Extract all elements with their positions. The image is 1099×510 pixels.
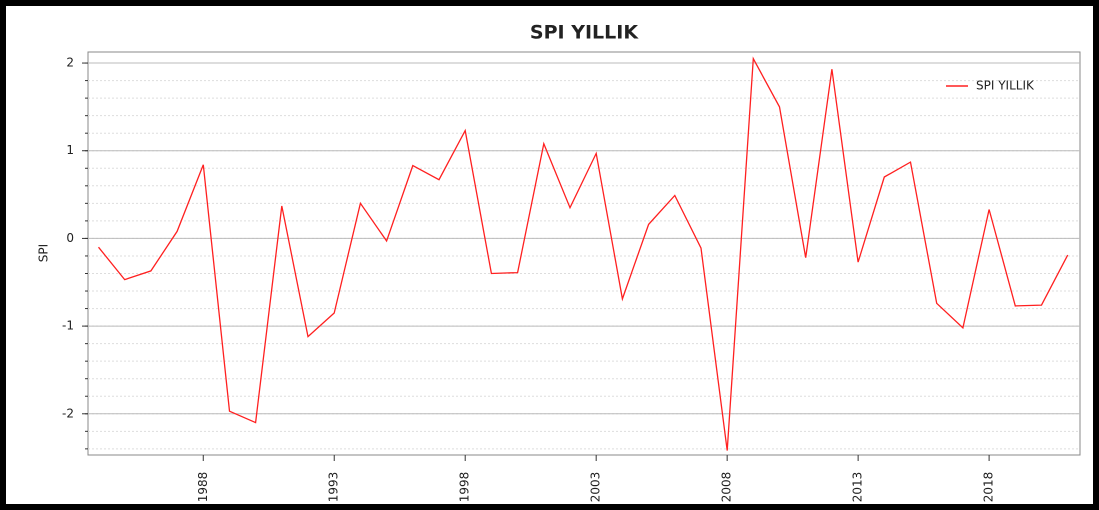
- y-tick-label: 2: [66, 56, 74, 70]
- x-tick-label: 1993: [327, 472, 341, 503]
- x-tick-label: 1988: [196, 472, 210, 503]
- y-axis-label: SPI: [37, 244, 51, 262]
- x-tick-label: 2018: [982, 472, 996, 503]
- y-tick-label: -2: [62, 406, 74, 420]
- y-tick-label: 1: [66, 143, 74, 157]
- y-tick-label: 0: [66, 231, 74, 245]
- data-line: [97, 56, 1069, 451]
- chart-title: SPI YILLIK: [530, 22, 639, 44]
- x-tick-label: 2013: [851, 472, 865, 503]
- legend-label: SPI YILLIK: [976, 79, 1035, 93]
- y-tick-label: -1: [62, 319, 74, 333]
- x-tick-label: 2003: [589, 472, 603, 503]
- x-tick-label: 2008: [720, 472, 734, 503]
- x-tick-label: 1998: [458, 472, 472, 503]
- plot-area: [87, 51, 1081, 456]
